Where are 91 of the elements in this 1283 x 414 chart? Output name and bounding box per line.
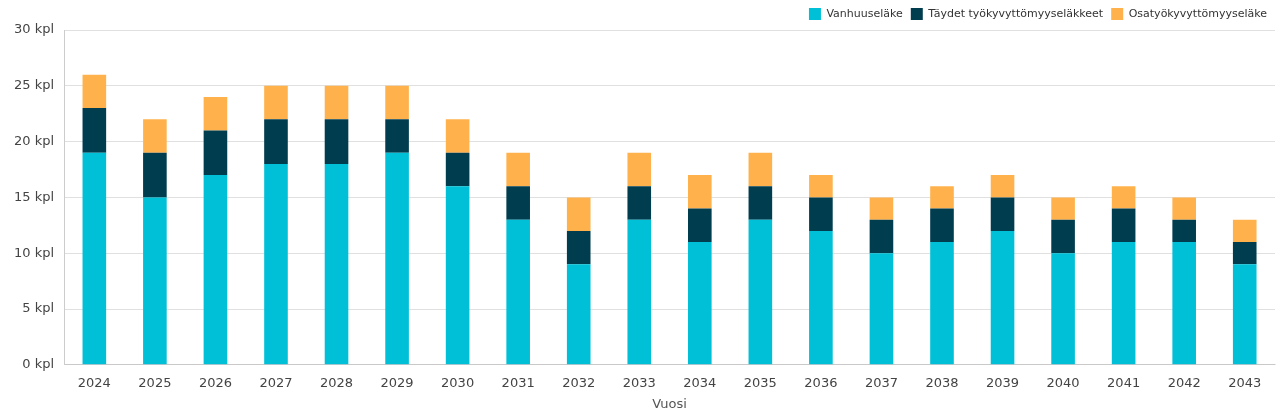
bar [1232,264,1257,365]
bar [748,152,773,187]
legend-label: Täydet työkyvyttömyyseläkkeet [927,6,1104,20]
x-tick-label: 2033 [622,374,656,390]
x-tick-label: 2040 [1046,374,1080,390]
x-tick-label: 2024 [77,374,111,390]
bar [1232,219,1257,243]
x-tick-label: 2031 [501,374,535,390]
bar [1172,242,1196,365]
x-tick-label: 2028 [319,374,354,390]
x-tick-label: 2037 [864,374,898,390]
bar [566,197,591,231]
bar [930,208,954,243]
x-tick-label: 2025 [138,374,172,390]
y-tick-label: 30 kpl [13,21,55,37]
y-tick-label: 20 kpl [13,132,55,148]
bar [82,152,107,365]
bar [143,119,167,153]
bar [264,163,288,365]
bar [627,152,652,187]
y-tick-label: 5 kpl [22,300,55,316]
bar [1172,219,1196,243]
bar [627,186,652,220]
bar [506,186,530,220]
bar [688,208,712,243]
y-tick-label: 25 kpl [13,77,55,93]
x-tick-label: 2043 [1228,374,1262,390]
bar [324,119,349,164]
bar [385,152,409,365]
bar [324,85,349,120]
y-tick-label: 0 kpl [22,356,55,372]
bar [203,96,228,131]
x-tick-label: 2029 [380,374,414,390]
bar [1051,197,1075,220]
bar [688,242,712,365]
bar [385,85,409,120]
bar [1172,197,1196,220]
legend-label: Vanhuuseläke [826,6,904,20]
x-tick-label: 2039 [985,374,1020,390]
bar [566,230,591,265]
x-tick-label: 2034 [683,374,717,390]
x-tick-label: 2041 [1107,374,1141,390]
bar [869,253,894,365]
x-tick-label: 2032 [562,374,596,390]
x-tick-label: 2042 [1167,374,1201,390]
bar [930,186,954,209]
bar [566,264,591,365]
bar [506,219,530,365]
bar [809,230,833,365]
x-tick-label: 2026 [198,374,232,390]
x-axis-title: Vuosi [652,395,687,411]
x-tick-label: 2027 [259,374,293,390]
bar [1111,242,1136,365]
bar [1111,186,1136,209]
bar [264,85,288,120]
bar [990,197,1015,231]
legend-label: Osatyökyvyttömyyseläke [1128,6,1268,20]
bar [445,119,470,153]
bar [869,197,894,220]
bar [809,175,833,198]
bar [203,130,228,176]
bar [506,152,530,187]
bar [748,219,773,365]
bar [748,186,773,220]
y-tick-label: 15 kpl [13,188,55,204]
bar [143,197,167,365]
bar [1111,208,1136,243]
bar [990,230,1015,365]
bar [324,163,349,365]
bar [869,219,894,254]
bar [627,219,652,365]
bar [1232,242,1257,265]
bar [264,119,288,164]
y-tick-label: 10 kpl [13,244,55,260]
x-tick-label: 2036 [804,374,838,390]
bar [930,242,954,365]
bar [82,74,107,109]
bar [990,175,1015,198]
bar [445,152,470,187]
bar [1051,253,1075,365]
bar [688,175,712,209]
bar [385,119,409,153]
x-tick-label: 2038 [925,374,959,390]
x-tick-label: 2030 [441,374,475,390]
bar [203,175,228,365]
bar [82,108,107,153]
bar [809,197,833,231]
x-tick-label: 2035 [743,374,777,390]
bar [1051,219,1075,254]
bar [143,152,167,198]
bar [445,186,470,365]
